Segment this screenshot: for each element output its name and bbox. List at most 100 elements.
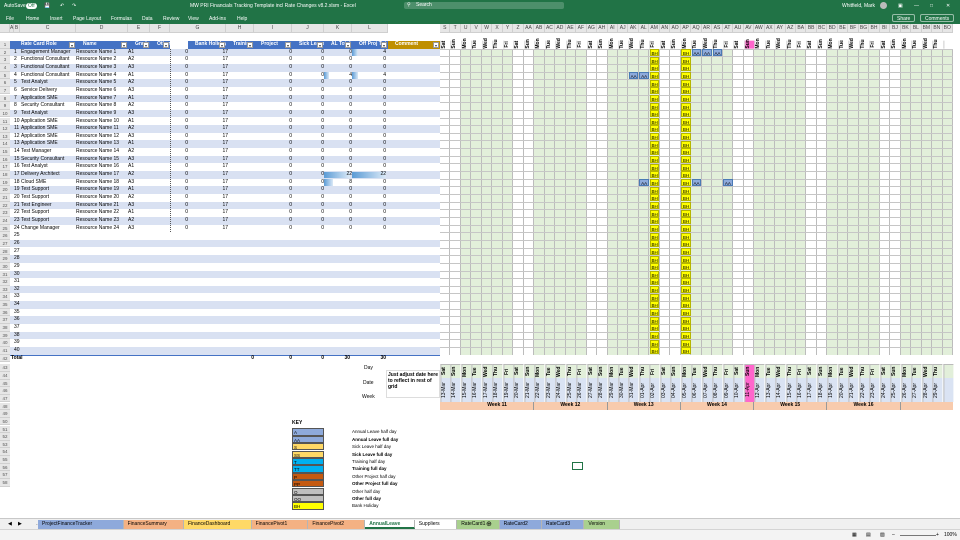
bank-holiday[interactable]: 0	[185, 117, 188, 124]
grade[interactable]: A3	[128, 224, 135, 231]
bank-holiday[interactable]: 0	[185, 209, 188, 216]
filter-dropdown-icon[interactable]: ▾	[381, 42, 387, 48]
resource-name[interactable]: Resource Name 6	[76, 86, 117, 93]
rate-card-role[interactable]: Test Support	[21, 216, 50, 223]
column-header[interactable]: BM	[921, 24, 933, 33]
bank-holiday-cell[interactable]: BH	[649, 110, 660, 118]
rate-card-role[interactable]: Cloud SME	[21, 178, 47, 185]
resource-name[interactable]: Resource Name 13	[76, 140, 120, 147]
bank-holiday-cell[interactable]: BH	[681, 224, 691, 232]
bank-holiday-cell[interactable]: BH	[649, 156, 660, 164]
bank-holiday-cell[interactable]: BH	[649, 255, 660, 263]
ribbon-display-icon[interactable]: ▣	[898, 3, 903, 9]
row-header[interactable]: 24	[0, 216, 10, 225]
al-total[interactable]: 8	[349, 178, 352, 185]
sick-leave[interactable]: 0	[321, 117, 324, 124]
grade[interactable]: A1	[128, 209, 135, 216]
sick-leave[interactable]: 0	[321, 209, 324, 216]
bank-holiday[interactable]: 0	[185, 148, 188, 155]
bank-holiday-cell[interactable]: BH	[649, 171, 660, 179]
date-cell[interactable]: 20-Apr	[837, 378, 849, 403]
date-cell[interactable]: 27-Mar	[586, 378, 597, 403]
bank-holiday-cell[interactable]: BH	[681, 286, 691, 294]
zoom-level[interactable]: 100%	[944, 532, 957, 538]
comment[interactable]	[388, 148, 440, 156]
resource-name[interactable]: Resource Name 24	[76, 224, 120, 231]
rate-card-role[interactable]: Application SME	[21, 117, 58, 124]
bank-holiday-cell[interactable]: BH	[681, 87, 691, 95]
training[interactable]: 17	[222, 178, 228, 185]
date-cell[interactable]: 18-Mar	[492, 378, 503, 403]
row-header[interactable]: 6	[0, 79, 10, 87]
bank-holiday-cell[interactable]: BH	[649, 94, 660, 102]
grade[interactable]: A1	[128, 48, 135, 55]
off-proj-total[interactable]: 0	[383, 148, 386, 155]
training[interactable]: 17	[222, 155, 228, 162]
date-cell[interactable]: 23-Apr	[869, 378, 880, 403]
bank-holiday-cell[interactable]: BH	[649, 209, 660, 217]
row-header[interactable]: 5	[0, 71, 10, 80]
project[interactable]: 0	[289, 209, 292, 216]
column-header[interactable]: AQ	[691, 24, 702, 33]
resource-name[interactable]: Resource Name 8	[76, 102, 117, 109]
training[interactable]: 17	[222, 109, 228, 116]
date-cell[interactable]: 19-Apr	[827, 378, 838, 403]
row-header[interactable]: 36	[0, 308, 10, 317]
bank-holiday[interactable]: 0	[185, 163, 188, 170]
project[interactable]: 0	[289, 216, 292, 223]
row-header[interactable]: 50	[0, 417, 10, 426]
bank-holiday-cell[interactable]: BH	[681, 110, 691, 118]
bank-holiday-cell[interactable]: BH	[649, 309, 660, 317]
project[interactable]: 0	[289, 48, 292, 55]
sick-leave[interactable]: 0	[321, 224, 324, 231]
bank-holiday-cell[interactable]: BH	[649, 79, 660, 87]
grade[interactable]: A2	[128, 79, 135, 86]
column-header[interactable]: L	[352, 24, 388, 33]
row-header[interactable]: 13	[0, 132, 10, 141]
date-cell[interactable]: 02-Apr	[649, 378, 660, 403]
grade[interactable]: A1	[128, 71, 135, 78]
comment[interactable]	[388, 202, 440, 210]
sick-leave[interactable]: 0	[321, 63, 324, 70]
column-header[interactable]: BE	[837, 24, 849, 33]
filter-dropdown-icon[interactable]: ▾	[433, 42, 439, 48]
rate-card-role[interactable]: Test Analyst	[21, 163, 48, 170]
row-header[interactable]: 32	[0, 278, 10, 286]
row-header[interactable]: 43	[0, 364, 10, 372]
off-proj-total[interactable]: 0	[383, 56, 386, 63]
project[interactable]: 0	[289, 224, 292, 231]
bank-holiday[interactable]: 0	[185, 140, 188, 147]
bank-holiday-cell[interactable]: BH	[681, 79, 691, 87]
training[interactable]: 17	[222, 171, 228, 178]
tab-financepivot1[interactable]: FinancePivot1	[251, 520, 309, 529]
resource-name[interactable]: Resource Name 20	[76, 194, 120, 200]
rate-card-role[interactable]: Test Support	[21, 186, 50, 193]
rate-card-role[interactable]: Application SME	[21, 94, 58, 101]
project[interactable]: 0	[289, 71, 292, 78]
bank-holiday-cell[interactable]: BH	[681, 240, 691, 248]
rate-card-role[interactable]: Security Consultant	[21, 102, 65, 109]
comment[interactable]	[388, 64, 440, 72]
resource-name[interactable]: Resource Name 21	[76, 201, 120, 208]
menu-review[interactable]: Review	[163, 16, 180, 22]
annual-leave-cell[interactable]: AA	[702, 48, 712, 56]
column-header[interactable]: AD	[555, 24, 566, 33]
comment[interactable]	[388, 209, 440, 217]
bank-holiday-cell[interactable]: BH	[681, 186, 691, 194]
training[interactable]: 17	[222, 56, 228, 63]
avatar[interactable]	[880, 2, 887, 9]
project[interactable]: 0	[289, 194, 292, 200]
column-header[interactable]: AU	[733, 24, 744, 33]
bank-holiday-cell[interactable]: BH	[681, 324, 691, 332]
table-column-header[interactable]: Rate Card Role	[14, 41, 76, 49]
project[interactable]: 0	[289, 102, 292, 109]
bank-holiday[interactable]: 0	[185, 71, 188, 78]
select-all-corner[interactable]	[0, 24, 10, 33]
add-sheet-icon[interactable]: ⊕	[486, 521, 492, 528]
sick-leave[interactable]: 0	[321, 86, 324, 93]
resource-name[interactable]: Resource Name 9	[76, 109, 117, 116]
bank-holiday-cell[interactable]: BH	[649, 240, 660, 248]
al-total[interactable]: 0	[349, 125, 352, 132]
rate-card-role[interactable]: Application SME	[21, 140, 58, 147]
bank-holiday[interactable]: 0	[185, 79, 188, 86]
